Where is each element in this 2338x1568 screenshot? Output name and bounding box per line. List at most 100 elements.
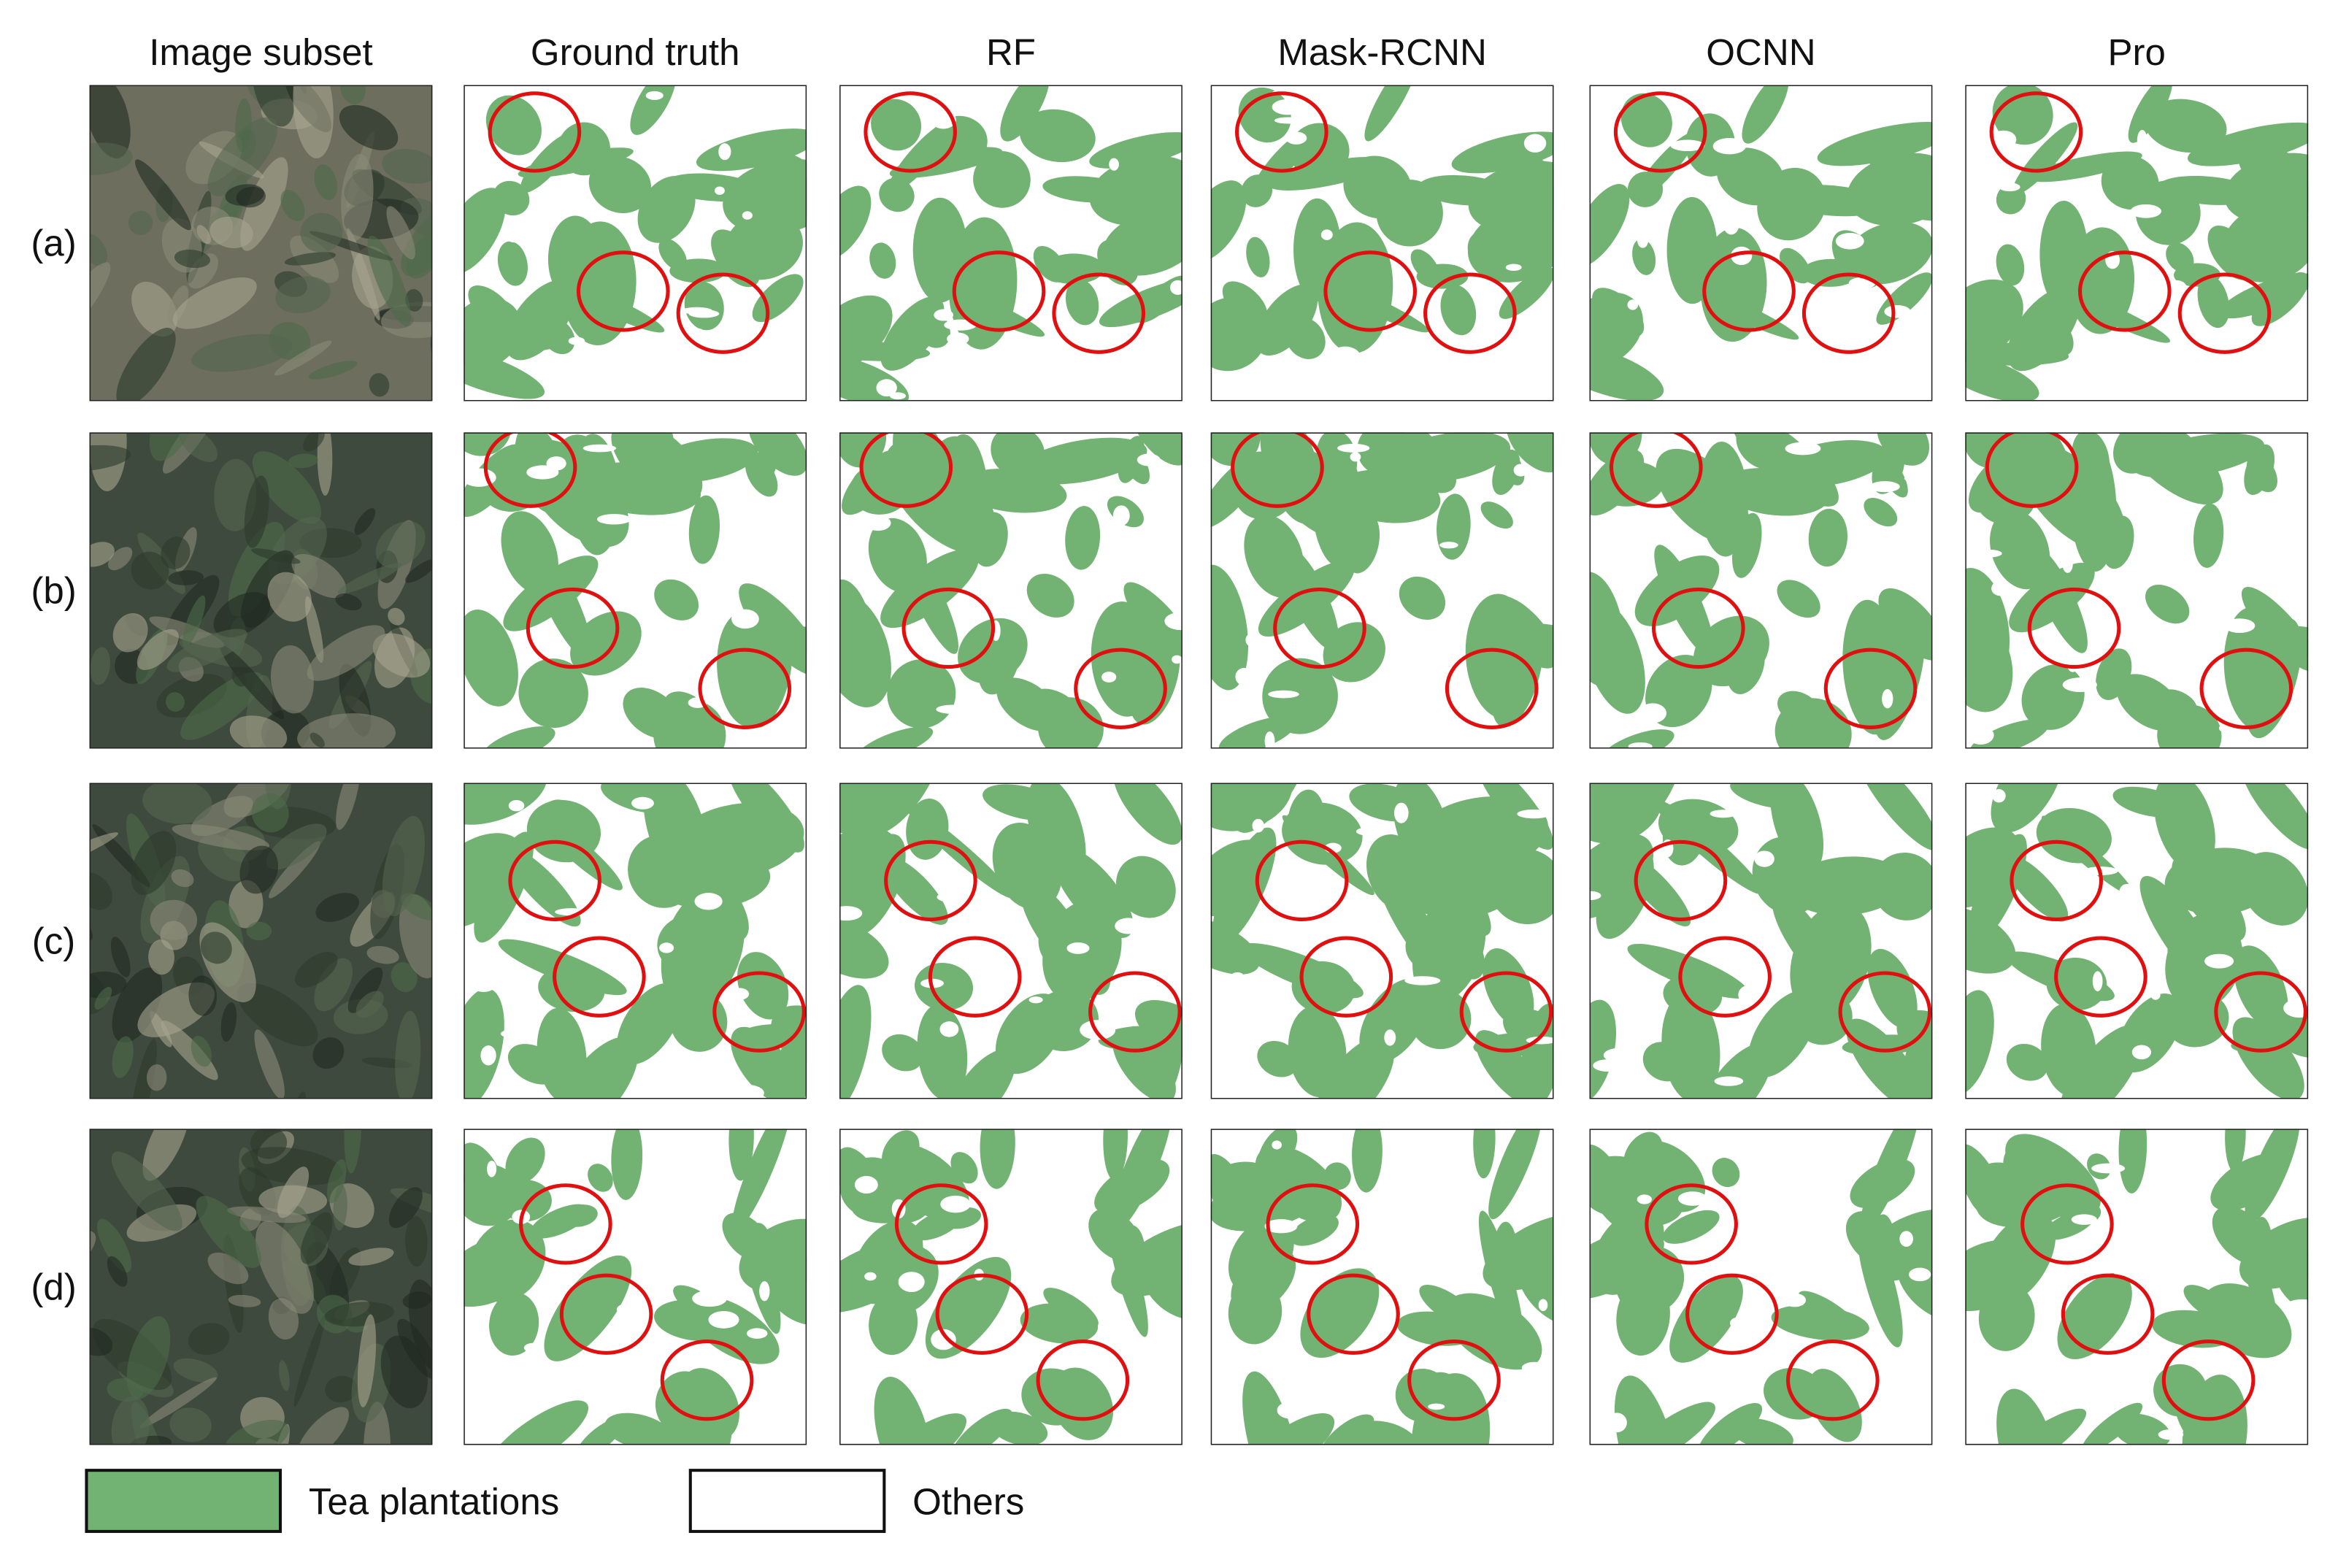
tea-patch bbox=[1842, 1034, 1926, 1056]
image-texture bbox=[336, 783, 361, 830]
tea-patch bbox=[1282, 815, 1374, 896]
row-label: (b) bbox=[31, 570, 76, 612]
tea-patch bbox=[1399, 576, 1446, 620]
gap bbox=[2283, 998, 2309, 1018]
gap bbox=[2052, 1362, 2080, 1381]
highlight-circle bbox=[576, 250, 670, 332]
highlight-circle bbox=[1786, 1340, 1880, 1421]
tea-patch bbox=[1634, 555, 1720, 626]
tea-patch bbox=[1968, 449, 2027, 513]
tea-patch bbox=[1393, 783, 1450, 875]
image-texture bbox=[366, 945, 399, 964]
image-texture bbox=[326, 1159, 347, 1204]
tea-patch bbox=[1620, 93, 1672, 147]
gap bbox=[1589, 150, 1621, 161]
classification-map bbox=[1589, 85, 1933, 401]
tea-patch bbox=[2007, 286, 2080, 372]
tea-patch bbox=[1592, 288, 1645, 337]
column-header: RF bbox=[986, 31, 1036, 73]
gap bbox=[729, 988, 750, 1000]
tea-patch bbox=[751, 624, 807, 653]
tea-patch bbox=[505, 1137, 545, 1184]
tea-patch bbox=[2006, 1043, 2048, 1081]
image-texture bbox=[288, 453, 318, 469]
tea-patch bbox=[771, 177, 807, 213]
gap bbox=[2183, 394, 2215, 401]
image-texture bbox=[335, 593, 362, 611]
tea-patch bbox=[2193, 503, 2224, 568]
classification-map bbox=[839, 432, 1183, 749]
tea-patch bbox=[611, 1129, 643, 1200]
gap bbox=[1112, 505, 1130, 526]
tea-patch bbox=[1616, 1277, 1670, 1356]
gap bbox=[1379, 338, 1411, 359]
tea-patch bbox=[501, 511, 558, 594]
tea-patch bbox=[667, 1377, 733, 1445]
tea-patch bbox=[958, 618, 1028, 684]
image-texture bbox=[89, 1327, 113, 1356]
tea-patch bbox=[1698, 1402, 1763, 1445]
gap bbox=[864, 1272, 877, 1281]
gap bbox=[1967, 726, 1994, 745]
gap bbox=[876, 379, 897, 397]
image-texture bbox=[116, 328, 176, 401]
tea-patch bbox=[664, 173, 761, 202]
gap bbox=[1627, 299, 1639, 310]
tea-patch bbox=[1996, 1388, 2056, 1445]
tea-patch bbox=[1730, 1418, 1793, 1445]
highlight-circle bbox=[1231, 432, 1324, 508]
tea-patch bbox=[498, 1180, 552, 1222]
column-header: Mask-RCNN bbox=[1277, 31, 1486, 73]
tea-patch bbox=[842, 450, 901, 515]
image-texture bbox=[354, 508, 376, 535]
image-texture bbox=[308, 361, 358, 380]
gap bbox=[1137, 453, 1161, 466]
image-texture bbox=[380, 1335, 428, 1409]
image-texture bbox=[255, 1221, 314, 1314]
highlight-circle bbox=[2177, 272, 2272, 354]
tea-patch bbox=[2218, 273, 2309, 319]
classification-map bbox=[1965, 432, 2309, 749]
image-texture bbox=[315, 893, 359, 922]
tea-patch bbox=[1269, 156, 1386, 191]
tea-patch bbox=[1288, 1005, 1347, 1098]
row-label: (c) bbox=[32, 921, 76, 962]
tea-patch bbox=[1244, 515, 1304, 598]
tea-patch bbox=[1103, 1129, 1128, 1181]
image-texture bbox=[107, 1256, 128, 1287]
image-texture bbox=[220, 1002, 237, 1042]
highlight-circle bbox=[1234, 91, 1328, 173]
highlight-circle bbox=[676, 272, 770, 354]
tea-patch bbox=[518, 658, 588, 729]
gap bbox=[2286, 1299, 2309, 1312]
highlight-circle bbox=[1407, 1340, 1501, 1421]
image-texture bbox=[267, 572, 312, 622]
tea-patch bbox=[1364, 85, 1418, 142]
tea-patch bbox=[489, 1292, 539, 1356]
image-texture bbox=[229, 715, 288, 749]
gap bbox=[616, 1304, 636, 1315]
classification-map bbox=[839, 783, 1183, 1099]
image-texture bbox=[150, 899, 198, 940]
tea-patch bbox=[630, 85, 677, 135]
image-texture bbox=[126, 1315, 171, 1399]
gap bbox=[839, 1435, 854, 1445]
tea-patch bbox=[1016, 437, 1147, 485]
tea-patch bbox=[1965, 611, 2013, 712]
gap bbox=[2261, 831, 2280, 847]
image-texture bbox=[293, 85, 334, 158]
image-texture bbox=[89, 872, 112, 910]
image-texture bbox=[293, 1315, 326, 1407]
highlight-circle bbox=[483, 432, 577, 508]
gap bbox=[2092, 971, 2103, 991]
gap bbox=[1899, 1231, 1914, 1247]
tea-patch bbox=[2166, 242, 2194, 273]
gap bbox=[1710, 810, 1737, 818]
tea-patch bbox=[570, 611, 642, 676]
image-texture bbox=[240, 157, 288, 251]
gap bbox=[1245, 633, 1257, 647]
classification-map bbox=[1210, 85, 1554, 401]
image-texture bbox=[172, 277, 257, 329]
tea-patch bbox=[1033, 246, 1066, 283]
gap bbox=[742, 211, 753, 220]
